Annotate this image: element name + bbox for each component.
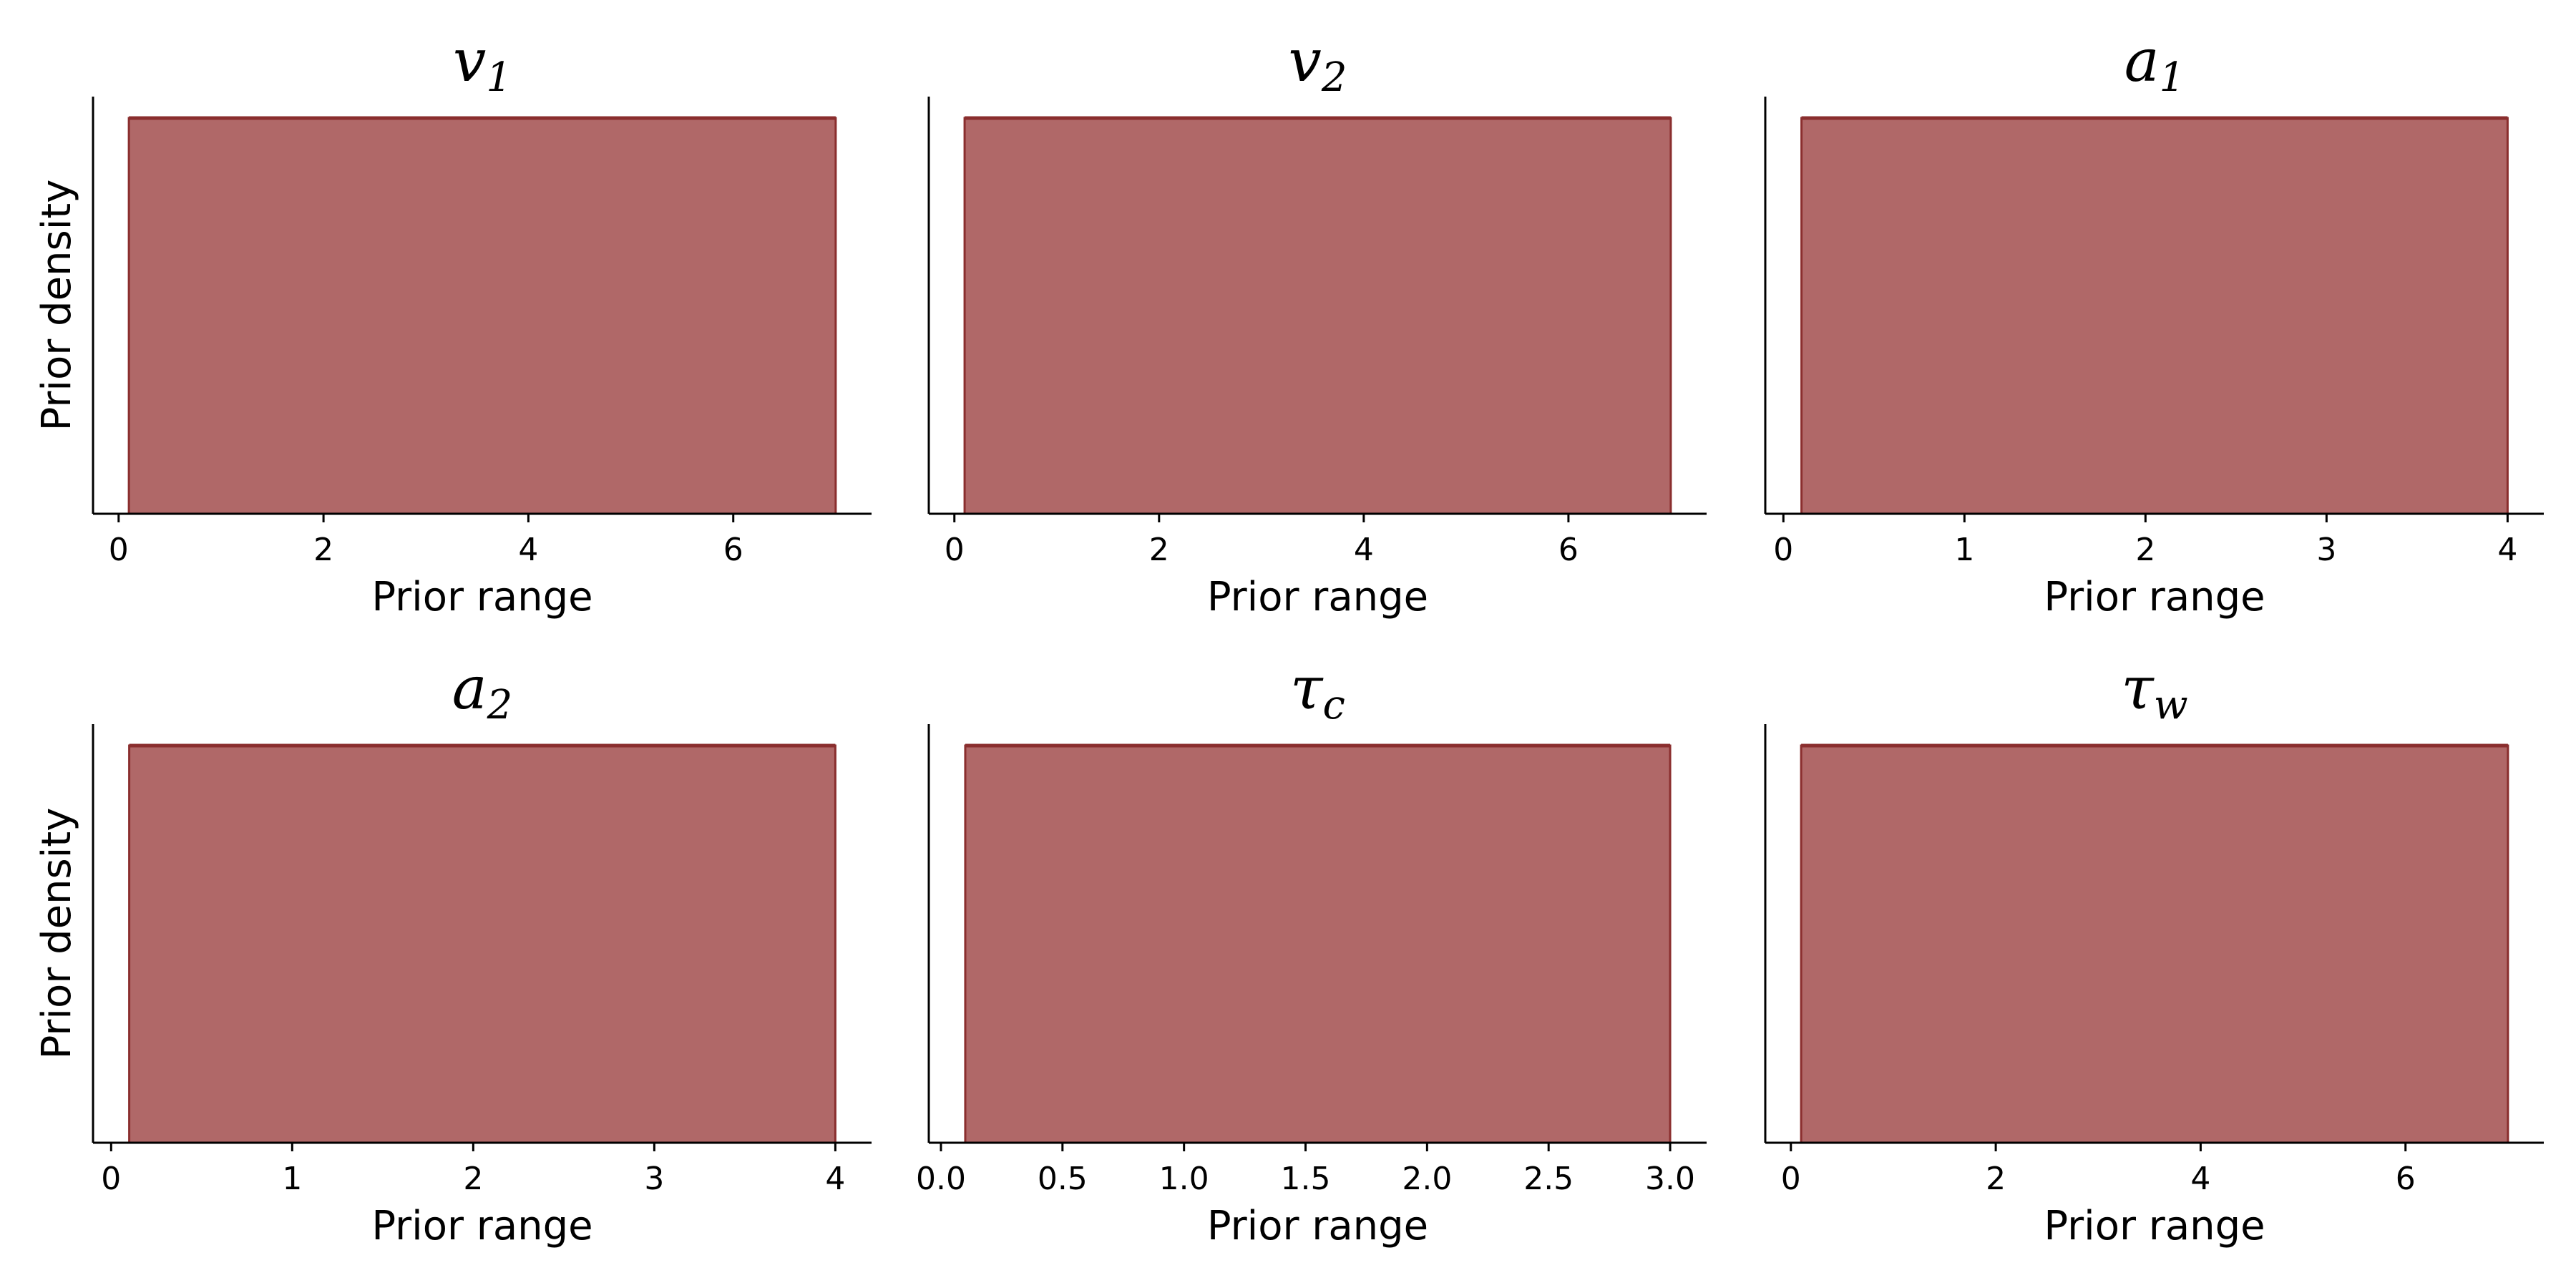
x-tick-label: 0 bbox=[1781, 1161, 1801, 1197]
x-tick-label: 3 bbox=[644, 1161, 664, 1197]
x-tick-label: 0.5 bbox=[1038, 1161, 1088, 1197]
x-tick-label: 0 bbox=[109, 532, 129, 568]
subplot-title: τc bbox=[1290, 655, 1345, 728]
density-area bbox=[1800, 117, 2509, 515]
density-area bbox=[128, 744, 836, 1144]
x-axis-label: Prior range bbox=[1207, 1203, 1428, 1249]
y-axis-label: Prior density bbox=[34, 180, 80, 431]
subplot-4: 0 1 2 3 4 Prior range Prior density a2 bbox=[34, 655, 872, 1249]
x-axis-label: Prior range bbox=[371, 1203, 592, 1249]
x-tick-label: 2.0 bbox=[1402, 1161, 1452, 1197]
x-tick-label: 0 bbox=[101, 1161, 121, 1197]
x-tick-label: 4 bbox=[825, 1161, 845, 1197]
x-tick-label: 1.5 bbox=[1281, 1161, 1331, 1197]
density-area bbox=[963, 117, 1672, 515]
x-tick-label: 2 bbox=[1986, 1161, 2006, 1197]
subplot-title: v1 bbox=[453, 27, 512, 101]
x-tick-label: 1 bbox=[1954, 532, 1974, 568]
x-tick-label: 4 bbox=[1354, 532, 1374, 568]
density-area bbox=[127, 117, 837, 515]
x-axis-label: Prior range bbox=[1207, 574, 1428, 620]
x-tick-label: 0.0 bbox=[916, 1161, 966, 1197]
density-area bbox=[1800, 744, 2509, 1144]
x-tick-label: 2 bbox=[1149, 532, 1169, 568]
subplot-3: 0 1 2 3 4 Prior range a1 bbox=[1764, 27, 2544, 620]
x-tick-label: 2 bbox=[463, 1161, 483, 1197]
x-tick-label: 6 bbox=[2396, 1161, 2416, 1197]
x-tick-label: 0 bbox=[1773, 532, 1793, 568]
x-axis-label: Prior range bbox=[371, 574, 592, 620]
x-tick-label: 4 bbox=[2190, 1161, 2210, 1197]
subplot-5: 0.0 0.5 1.0 1.5 2.0 2.5 3.0 Prior range τc bbox=[916, 655, 1707, 1249]
y-axis-label: Prior density bbox=[34, 808, 80, 1060]
x-tick-label: 6 bbox=[1558, 532, 1579, 568]
subplot-title: v2 bbox=[1289, 27, 1347, 101]
x-tick-label: 2.5 bbox=[1523, 1161, 1574, 1197]
x-tick-label: 2 bbox=[2135, 532, 2155, 568]
subplot-title: a2 bbox=[452, 655, 513, 728]
x-tick-label: 4 bbox=[518, 532, 538, 568]
x-axis-label: Prior range bbox=[2044, 574, 2265, 620]
x-tick-label: 0 bbox=[945, 532, 965, 568]
x-axis-label: Prior range bbox=[2044, 1203, 2265, 1249]
x-tick-label: 4 bbox=[2497, 532, 2517, 568]
x-tick-label: 3.0 bbox=[1645, 1161, 1695, 1197]
x-tick-label: 1.0 bbox=[1159, 1161, 1209, 1197]
x-tick-label: 1 bbox=[282, 1161, 302, 1197]
x-tick-label: 2 bbox=[313, 532, 333, 568]
x-tick-label: 3 bbox=[2316, 532, 2336, 568]
subplot-1: 0 2 4 6 Prior range Prior density v1 bbox=[34, 27, 872, 620]
subplot-2: 0 2 4 6 Prior range v2 bbox=[927, 27, 1707, 620]
subplot-title: τw bbox=[2121, 655, 2187, 728]
subplot-title: a1 bbox=[2124, 27, 2185, 101]
x-tick-label: 6 bbox=[723, 532, 743, 568]
density-area bbox=[964, 744, 1672, 1144]
subplot-6: 0 2 4 6 Prior range τw bbox=[1764, 655, 2544, 1249]
